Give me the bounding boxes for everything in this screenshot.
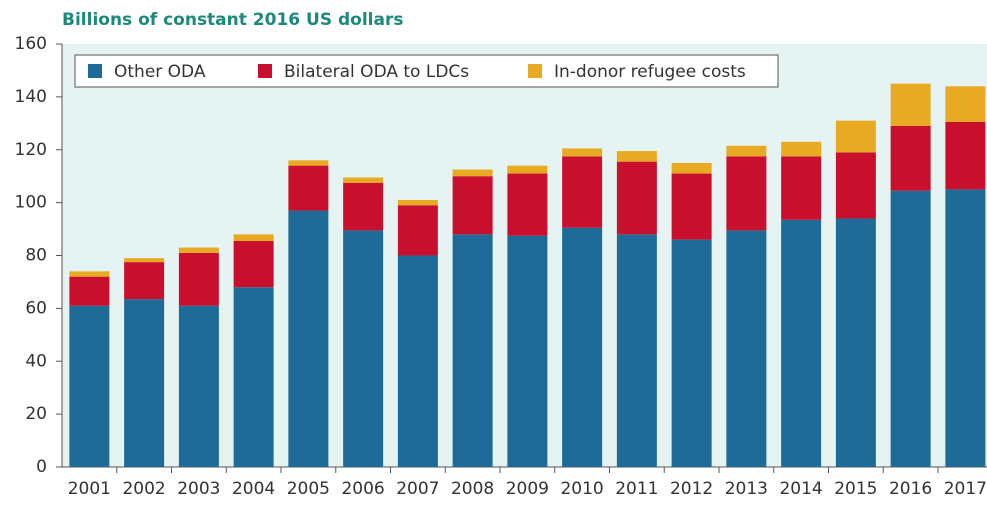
bar-segment <box>397 199 438 206</box>
bar-segment <box>781 219 822 467</box>
bar-segment <box>671 239 712 467</box>
bar-segment <box>397 255 438 467</box>
x-tick-label: 2008 <box>451 479 494 499</box>
bar-segment <box>343 177 384 183</box>
bar-segment <box>616 151 657 162</box>
bar-segment <box>726 156 767 231</box>
bar-segment <box>69 276 110 306</box>
y-tick-label: 0 <box>36 457 47 477</box>
bar-segment <box>124 262 165 300</box>
x-tick-label: 2001 <box>68 479 111 499</box>
x-tick-label: 2005 <box>287 479 330 499</box>
x-tick-label: 2017 <box>944 479 987 499</box>
x-tick-label: 2006 <box>341 479 384 499</box>
y-tick-label: 100 <box>15 193 47 213</box>
y-tick-label: 120 <box>15 140 47 160</box>
bar-segment <box>343 230 384 467</box>
bar-segment <box>671 162 712 174</box>
bar-segment <box>890 125 931 191</box>
bar-segment <box>726 145 767 157</box>
bar-segment <box>233 287 274 467</box>
bar-segment <box>69 305 110 467</box>
x-tick-label: 2013 <box>725 479 768 499</box>
bar-segment <box>945 189 986 467</box>
bar-segment <box>124 258 165 263</box>
legend-box <box>74 54 779 88</box>
x-tick-label: 2011 <box>615 479 658 499</box>
bar-segment <box>890 190 931 467</box>
x-tick-label: 2010 <box>560 479 603 499</box>
legend-swatch <box>258 64 272 78</box>
bar-segment <box>124 299 165 467</box>
bar-segment <box>343 182 384 231</box>
bar-segment <box>562 156 603 228</box>
legend-label: Other ODA <box>114 62 206 82</box>
x-tick-label: 2004 <box>232 479 275 499</box>
bar-segment <box>835 120 876 153</box>
x-tick-label: 2015 <box>834 479 877 499</box>
x-tick-label: 2012 <box>670 479 713 499</box>
bar-segment <box>178 247 219 253</box>
bar-segment <box>452 234 493 467</box>
bar-segment <box>945 121 986 190</box>
y-tick-label: 140 <box>15 87 47 107</box>
bar-segment <box>288 210 329 467</box>
bar-segment <box>178 305 219 467</box>
bar-segment <box>781 141 822 157</box>
bar-segment <box>726 230 767 467</box>
x-tick-label: 2014 <box>779 479 822 499</box>
legend-label: In-donor refugee costs <box>554 62 746 82</box>
bar-segment <box>781 156 822 220</box>
bar-segment <box>671 173 712 240</box>
bar-segment <box>507 165 548 174</box>
legend-swatch <box>528 64 542 78</box>
bar-segment <box>233 234 274 241</box>
bar-segment <box>562 227 603 467</box>
x-tick-label: 2007 <box>396 479 439 499</box>
chart-title: Billions of constant 2016 US dollars <box>62 10 403 30</box>
bar-segment <box>835 152 876 219</box>
bar-segment <box>835 218 876 467</box>
x-tick-label: 2016 <box>889 479 932 499</box>
bar-segment <box>69 271 110 277</box>
y-tick-label: 60 <box>25 298 47 318</box>
bar-segment <box>945 86 986 122</box>
bar-segment <box>507 173 548 236</box>
x-tick-label: 2002 <box>122 479 165 499</box>
y-tick-label: 160 <box>15 34 47 54</box>
bar-segment <box>890 83 931 126</box>
bar-segment <box>562 148 603 157</box>
bar-segment <box>288 165 329 211</box>
bar-segment <box>507 235 548 467</box>
y-tick-label: 80 <box>25 246 47 266</box>
bar-segment <box>233 240 274 288</box>
x-tick-label: 2009 <box>506 479 549 499</box>
y-tick-label: 20 <box>25 404 47 424</box>
bar-segment <box>288 160 329 166</box>
legend-label: Bilateral ODA to LDCs <box>284 62 469 82</box>
bar-segment <box>178 252 219 306</box>
legend-swatch <box>88 64 102 78</box>
bar-segment <box>616 234 657 467</box>
bar-segment <box>452 176 493 235</box>
bar-segment <box>452 169 493 177</box>
x-tick-label: 2003 <box>177 479 220 499</box>
bar-segment <box>616 161 657 235</box>
bar-segment <box>397 205 438 256</box>
y-tick-label: 40 <box>25 351 47 371</box>
